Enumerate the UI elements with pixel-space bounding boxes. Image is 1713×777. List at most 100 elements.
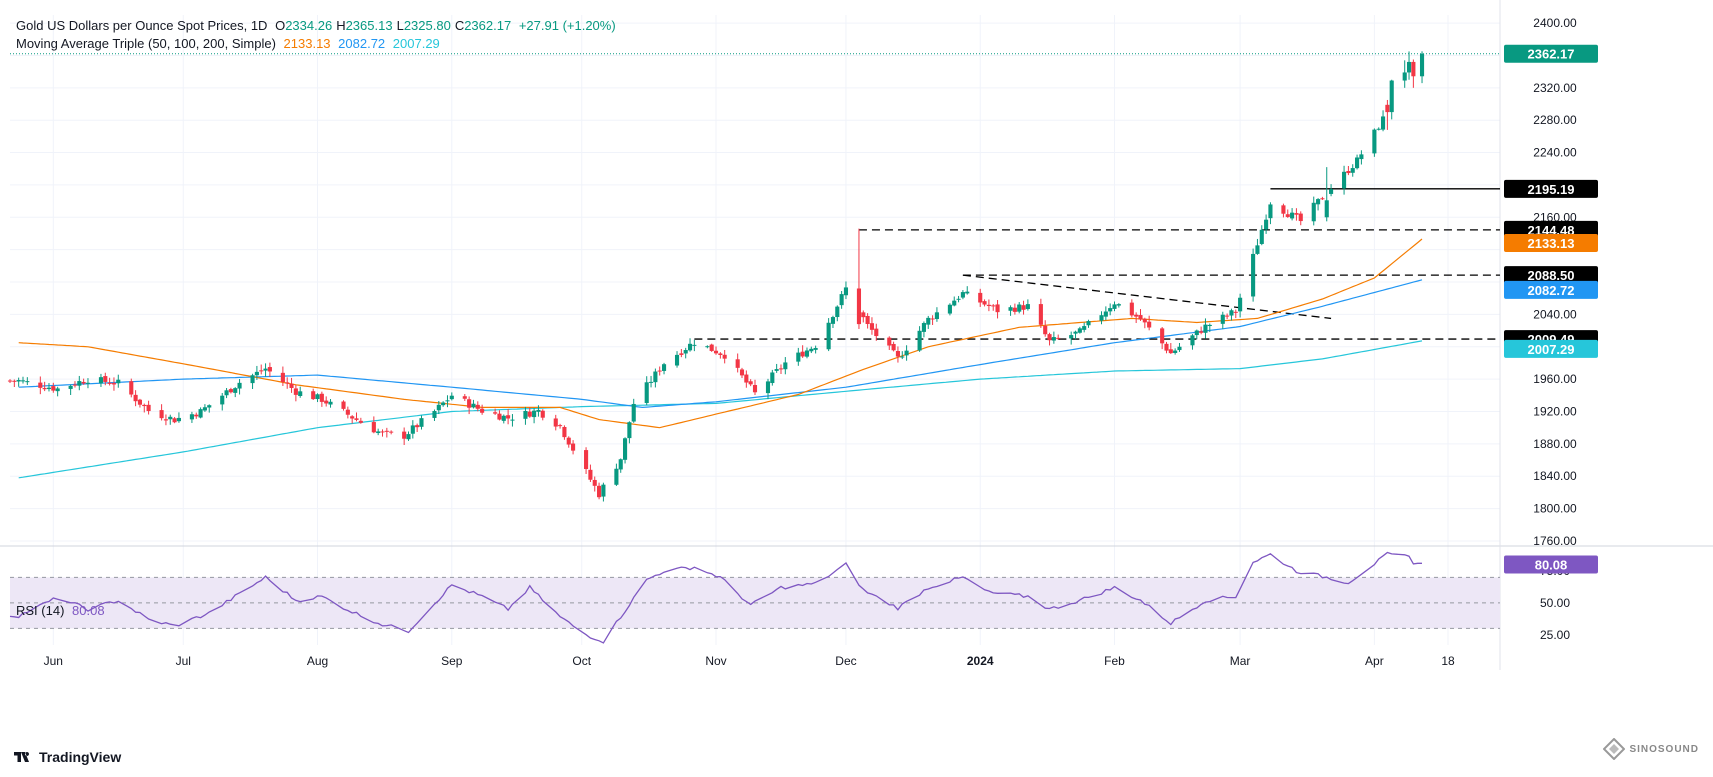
candle-body xyxy=(1264,219,1269,230)
candle-body xyxy=(1038,304,1043,325)
candle-body xyxy=(445,400,450,402)
candle xyxy=(978,288,983,307)
candle-body xyxy=(462,396,467,399)
candle-body xyxy=(956,298,961,300)
candle xyxy=(1411,59,1416,88)
candle xyxy=(631,398,636,423)
price-tag-2362.17-text: 2362.17 xyxy=(1528,47,1575,62)
candle-body xyxy=(376,431,381,434)
candle xyxy=(748,379,753,387)
ma-title: Moving Average Triple (50, 100, 200, Sim… xyxy=(16,36,276,51)
candle-body xyxy=(926,317,931,325)
candle-body xyxy=(133,394,138,402)
candle xyxy=(614,463,619,486)
candle-body xyxy=(107,382,112,384)
candle-body xyxy=(1021,305,1026,310)
candle xyxy=(597,482,602,500)
candle xyxy=(116,374,121,388)
candle xyxy=(324,396,329,407)
candle xyxy=(467,396,472,415)
tradingview-logo-icon xyxy=(14,752,30,762)
candle-body xyxy=(25,381,30,383)
candle xyxy=(722,349,727,364)
candle xyxy=(172,417,177,424)
candle-body xyxy=(1268,204,1273,219)
candle-body xyxy=(1108,308,1113,312)
candle-body xyxy=(1324,200,1329,218)
candle-body xyxy=(1350,168,1355,173)
x-tick-label: Dec xyxy=(835,654,856,668)
candle xyxy=(1329,184,1334,197)
candle-body xyxy=(493,412,498,414)
candle-body xyxy=(1086,321,1091,326)
candle-body xyxy=(7,380,13,382)
candle-body xyxy=(1402,72,1407,81)
candle-body xyxy=(198,409,203,418)
candle xyxy=(38,376,43,395)
candle-body xyxy=(1047,334,1052,341)
candle xyxy=(1103,306,1108,321)
candle xyxy=(921,321,926,338)
candle xyxy=(1038,298,1043,328)
price-tag-2133.13-bg xyxy=(1504,234,1598,253)
candle-body xyxy=(1160,328,1165,344)
watermark: SINOSOUND xyxy=(1603,738,1699,760)
candle-body xyxy=(267,367,272,372)
candle xyxy=(77,375,82,391)
candle xyxy=(254,365,259,380)
candle-body xyxy=(1116,304,1121,306)
watermark-text: SINOSOUND xyxy=(1629,743,1699,755)
candle-body xyxy=(627,422,632,439)
candle-body xyxy=(705,346,710,348)
candle xyxy=(709,343,714,352)
candle xyxy=(826,318,831,352)
price-tag-2082.72-text: 2082.72 xyxy=(1528,283,1575,298)
candle-body xyxy=(233,388,238,393)
candle xyxy=(72,381,78,388)
tradingview-brand[interactable]: TradingView xyxy=(12,749,121,765)
candle-body xyxy=(1194,330,1199,336)
candle-body xyxy=(1203,324,1208,333)
candle xyxy=(1069,331,1074,345)
candle xyxy=(471,399,476,409)
candle-body xyxy=(1103,311,1108,317)
candle-body xyxy=(809,348,814,352)
candle-body xyxy=(648,381,654,383)
candle-body xyxy=(527,411,532,417)
candle-body xyxy=(839,294,844,306)
candle xyxy=(224,387,229,399)
candle xyxy=(752,379,758,396)
candle xyxy=(250,373,255,390)
candle xyxy=(1047,332,1052,346)
candle-body xyxy=(1376,128,1381,130)
candle xyxy=(111,377,117,391)
candle xyxy=(917,326,922,352)
candle xyxy=(42,381,47,392)
candle-body xyxy=(441,402,446,406)
candle xyxy=(1298,211,1303,226)
candle xyxy=(687,338,693,352)
candle xyxy=(319,391,324,407)
candle-body xyxy=(1199,331,1204,333)
candle-body xyxy=(774,369,779,371)
candle-body xyxy=(804,350,810,357)
candle-body xyxy=(371,422,376,433)
candle xyxy=(159,404,164,421)
ohlc-o: O2334.26 xyxy=(275,18,333,33)
candle xyxy=(441,401,446,407)
candle xyxy=(1402,60,1407,88)
candle xyxy=(891,341,896,352)
candle-body xyxy=(410,425,415,434)
candle-body xyxy=(904,350,909,356)
candle-body xyxy=(311,391,316,400)
candle xyxy=(510,414,515,427)
candle-body xyxy=(207,405,212,408)
candle xyxy=(85,378,91,389)
candle xyxy=(410,420,415,439)
candle-body xyxy=(72,384,78,386)
candle xyxy=(995,300,1000,319)
candle xyxy=(267,362,272,377)
candle-body xyxy=(900,356,905,358)
candle-body xyxy=(614,468,619,485)
